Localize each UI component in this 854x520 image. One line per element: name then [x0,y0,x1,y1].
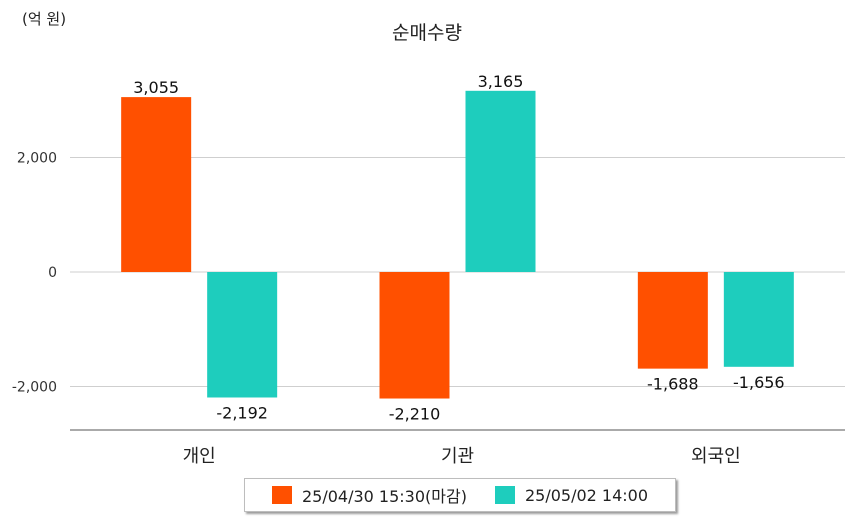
legend: 25/04/30 15:30(마감) 25/05/02 14:00 [244,478,676,512]
y-tick-label: 2,000 [17,151,57,167]
bar-2 [723,272,794,367]
legend-label-series-2: 25/05/02 14:00 [524,485,649,505]
data-label: -2,210 [389,405,441,424]
data-label: -2,192 [216,403,268,422]
data-label: -1,656 [733,373,785,392]
legend-swatch-series-2 [494,486,515,504]
x-category-label: 기관 [441,446,474,467]
unit-label: (억 원) [22,10,67,28]
legend-swatch-series-1 [271,486,292,504]
y-tick-label: 0 [48,265,57,281]
bar-1 [121,97,192,272]
data-label: -1,688 [647,375,699,394]
bar-1 [637,272,708,369]
bar-2 [465,90,536,273]
bar-1 [379,272,450,399]
legend-item-series-2[interactable]: 25/05/02 14:00 [494,485,649,505]
legend-item-series-1[interactable]: 25/04/30 15:30(마감) [271,483,467,507]
chart-title: 순매수량 [392,22,462,44]
data-label: 3,165 [478,72,524,91]
legend-label-series-1: 25/04/30 15:30(마감) [301,487,467,506]
x-category-label: 외국인 [691,446,741,467]
y-tick-label: -2,000 [12,380,57,396]
data-label: 3,055 [133,78,179,97]
x-category-label: 개인 [183,446,216,467]
bar-2 [207,272,278,398]
